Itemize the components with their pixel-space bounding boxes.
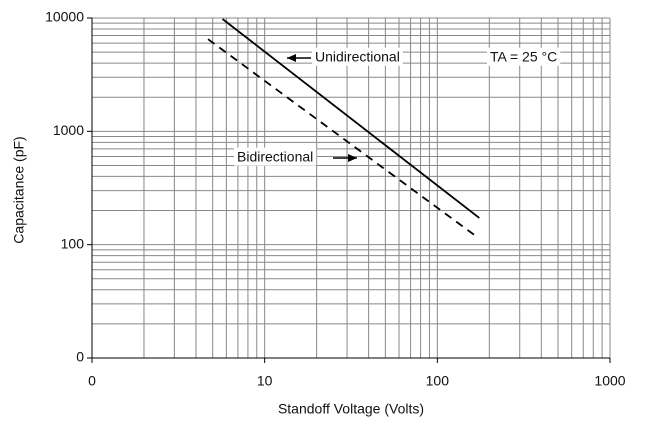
series-annotation: Bidirectional <box>237 149 313 165</box>
series-line <box>221 18 480 219</box>
y-tick-label: 100 <box>61 235 85 251</box>
x-tick-label: 1000 <box>594 373 625 389</box>
x-tick-label: 100 <box>426 373 450 389</box>
x-axis-label: Standoff Voltage (Volts) <box>278 401 424 417</box>
y-axis-label: Capacitance (pF) <box>11 136 27 243</box>
label-bg <box>487 47 561 66</box>
arrow-head <box>287 54 296 62</box>
y-tick-label: 0 <box>76 349 84 365</box>
x-tick-label: 10 <box>257 373 273 389</box>
series-annotation: TA = 25 °C <box>490 49 557 65</box>
arrow-head <box>348 154 357 162</box>
x-tick-label: 0 <box>88 373 96 389</box>
label-bg <box>312 47 403 66</box>
series-annotation: Unidirectional <box>315 49 400 65</box>
y-tick-label: 10000 <box>45 9 84 25</box>
label-bg <box>234 147 317 166</box>
y-tick-label: 1000 <box>53 122 84 138</box>
